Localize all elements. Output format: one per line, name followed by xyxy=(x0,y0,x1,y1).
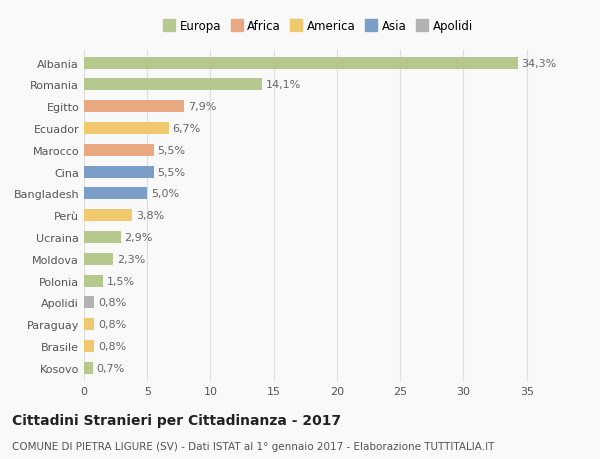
Text: 0,8%: 0,8% xyxy=(98,298,126,308)
Bar xyxy=(84,79,262,91)
Text: 3,8%: 3,8% xyxy=(136,211,164,221)
Text: 2,3%: 2,3% xyxy=(117,254,145,264)
Legend: Europa, Africa, America, Asia, Apolidi: Europa, Africa, America, Asia, Apolidi xyxy=(158,16,478,38)
Text: 6,7%: 6,7% xyxy=(173,124,201,134)
Text: 0,7%: 0,7% xyxy=(97,363,125,373)
Text: 34,3%: 34,3% xyxy=(521,59,557,68)
Text: 7,9%: 7,9% xyxy=(188,102,216,112)
Text: 14,1%: 14,1% xyxy=(266,80,301,90)
Bar xyxy=(84,210,132,222)
Text: 0,8%: 0,8% xyxy=(98,319,126,330)
Text: COMUNE DI PIETRA LIGURE (SV) - Dati ISTAT al 1° gennaio 2017 - Elaborazione TUTT: COMUNE DI PIETRA LIGURE (SV) - Dati ISTA… xyxy=(12,441,494,451)
Bar xyxy=(84,319,94,330)
Bar xyxy=(84,275,103,287)
Bar xyxy=(84,362,93,374)
Text: 2,9%: 2,9% xyxy=(124,232,153,242)
Text: 1,5%: 1,5% xyxy=(107,276,135,286)
Bar xyxy=(84,166,154,178)
Text: 5,0%: 5,0% xyxy=(151,189,179,199)
Text: Cittadini Stranieri per Cittadinanza - 2017: Cittadini Stranieri per Cittadinanza - 2… xyxy=(12,413,341,427)
Bar xyxy=(84,253,113,265)
Bar xyxy=(84,340,94,352)
Text: 0,8%: 0,8% xyxy=(98,341,126,351)
Bar xyxy=(84,57,518,69)
Bar xyxy=(84,123,169,135)
Bar xyxy=(84,231,121,243)
Text: 5,5%: 5,5% xyxy=(157,146,185,156)
Bar xyxy=(84,145,154,157)
Bar xyxy=(84,188,147,200)
Text: 5,5%: 5,5% xyxy=(157,167,185,177)
Bar xyxy=(84,101,184,113)
Bar xyxy=(84,297,94,308)
